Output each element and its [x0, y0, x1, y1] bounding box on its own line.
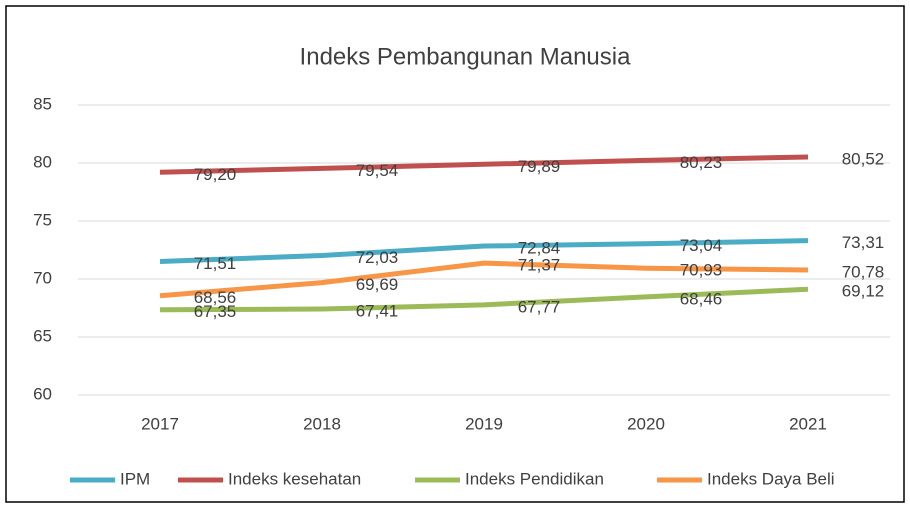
data-label: 71,37: [518, 256, 561, 275]
y-tick-label: 85: [33, 94, 52, 113]
chart-title: Indeks Pembangunan Manusia: [300, 43, 632, 70]
data-label: 67,35: [194, 302, 237, 321]
data-label: 67,77: [518, 297, 561, 316]
y-tick-label: 70: [33, 268, 52, 287]
data-label: 72,84: [518, 239, 561, 258]
chart-border: [5, 5, 905, 503]
data-label: 70,78: [842, 262, 885, 281]
y-tick-label: 80: [33, 152, 52, 171]
data-label: 79,54: [356, 161, 399, 180]
data-label: 80,52: [842, 149, 885, 168]
y-tick-label: 65: [33, 326, 52, 345]
y-tick-label: 75: [33, 210, 52, 229]
series-line: [159, 238, 809, 264]
legend-label: Indeks Pendidikan: [465, 469, 604, 488]
data-label: 69,69: [356, 275, 399, 294]
x-tick-label: 2021: [789, 414, 827, 433]
y-tick-label: 60: [33, 384, 52, 403]
x-tick-label: 2020: [627, 414, 665, 433]
data-label: 71,51: [194, 254, 237, 273]
series-line: [159, 154, 809, 175]
x-tick-label: 2017: [141, 414, 179, 433]
data-label: 70,93: [680, 261, 723, 280]
data-label: 79,20: [194, 165, 237, 184]
data-label: 68,56: [194, 288, 237, 307]
legend-label: IPM: [120, 469, 150, 488]
series-line: [159, 286, 809, 313]
data-label: 73,04: [680, 236, 723, 255]
x-tick-label: 2018: [303, 414, 341, 433]
legend-label: Indeks kesehatan: [228, 469, 361, 488]
series-line: [159, 260, 809, 299]
data-label: 80,23: [680, 153, 723, 172]
legend-label: Indeks Daya Beli: [707, 469, 835, 488]
data-label: 67,41: [356, 302, 399, 321]
data-label: 73,31: [842, 233, 885, 252]
data-label: 79,89: [518, 157, 561, 176]
data-label: 68,46: [680, 289, 723, 308]
data-label: 69,12: [842, 282, 885, 301]
data-label: 72,03: [356, 248, 399, 267]
x-tick-label: 2019: [465, 414, 503, 433]
